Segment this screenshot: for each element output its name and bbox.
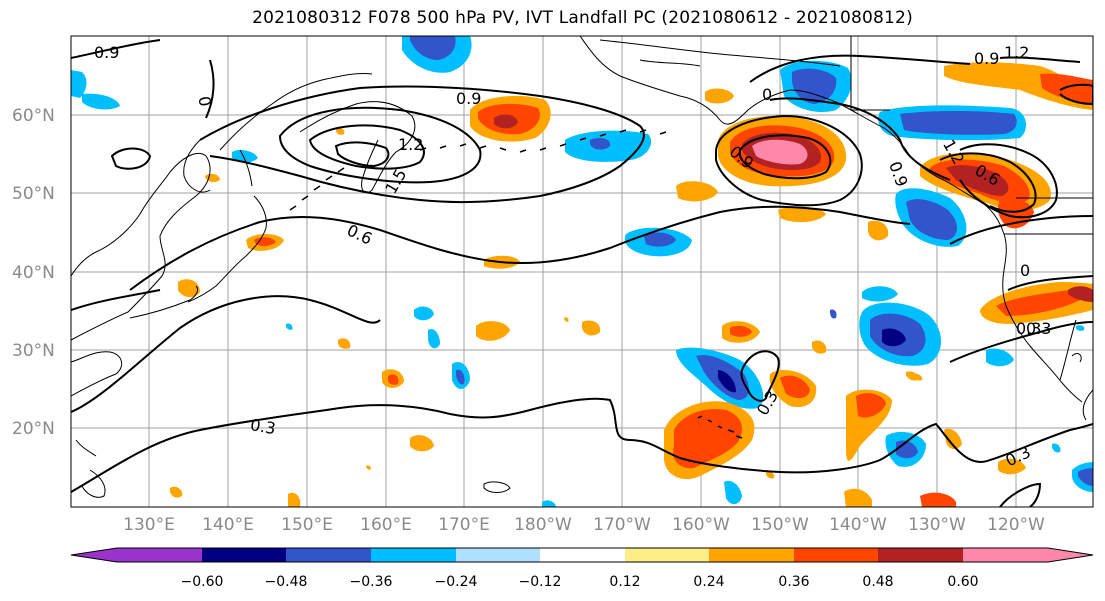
contour-label: 0.3 — [1016, 319, 1041, 338]
lon-label: 150°W — [751, 515, 809, 535]
lon-label: 130°W — [908, 515, 966, 535]
lon-label: 170°W — [593, 515, 651, 535]
colorbar-segment — [371, 548, 456, 562]
colorbar: −0.60 −0.48 −0.36 −0.24 −0.12 0.12 0.24 … — [70, 547, 1094, 590]
colorbar-segment — [286, 548, 371, 562]
lon-label: 140°W — [829, 515, 887, 535]
lon-label: 120°W — [987, 515, 1045, 535]
colorbar-segment — [625, 548, 709, 562]
lon-label: 170°E — [438, 515, 490, 535]
lat-label: 40°N — [12, 263, 55, 283]
colorbar-segment — [963, 548, 1093, 562]
latitude-labels: 60°N 50°N 40°N 30°N 20°N — [12, 106, 55, 439]
contour-label: 0.9 — [94, 43, 119, 62]
colorbar-tick-label: 0.60 — [947, 574, 978, 590]
lon-label: 150°E — [281, 515, 333, 535]
contour-label: 0 — [1020, 261, 1030, 280]
colorbar-tick-label: −0.12 — [519, 574, 562, 590]
pv-contours — [71, 39, 1093, 507]
colorbar-segment — [878, 548, 963, 562]
colorbar-tick-label: 0.12 — [609, 574, 640, 590]
colorbar-segment — [202, 548, 286, 562]
colorbar-tick-labels: −0.60 −0.48 −0.36 −0.24 −0.12 0.12 0.24 … — [181, 574, 979, 590]
lon-label: 160°E — [360, 515, 412, 535]
colorbar-segment — [709, 548, 794, 562]
colorbar-tick-label: −0.60 — [181, 574, 224, 590]
contour-label: 1.2 — [1004, 43, 1029, 62]
map-title: 2021080312 F078 500 hPa PV, IVT Landfall… — [252, 8, 913, 28]
colorbar-segments — [70, 547, 1094, 563]
colorbar-segment — [794, 548, 878, 562]
contour-label: 0 — [194, 95, 214, 108]
lon-label: 140°E — [202, 515, 254, 535]
colorbar-segment — [456, 548, 540, 562]
filled-contours — [71, 36, 1093, 507]
contour-label: 0.9 — [456, 89, 481, 108]
colorbar-tick-label: −0.24 — [435, 574, 478, 590]
contour-label: 0 — [762, 85, 772, 104]
lat-label: 30°N — [12, 341, 55, 361]
map-border — [70, 35, 1094, 508]
colorbar-tick-label: 0.48 — [862, 574, 893, 590]
lat-label: 60°N — [12, 106, 55, 126]
colorbar-tick-label: −0.48 — [265, 574, 308, 590]
lat-label: 50°N — [12, 184, 55, 204]
longitude-labels: 130°E 140°E 150°E 160°E 170°E 180°W 170°… — [123, 515, 1045, 535]
contour-label: 0.3 — [1026, 319, 1051, 338]
lon-label: 180°W — [514, 515, 572, 535]
colorbar-tick-label: 0.24 — [693, 574, 724, 590]
colorbar-segment — [71, 548, 202, 562]
lon-label: 160°W — [672, 515, 730, 535]
lat-label: 20°N — [12, 419, 55, 439]
lon-label: 130°E — [123, 515, 175, 535]
colorbar-tick-label: −0.36 — [350, 574, 393, 590]
coastlines — [71, 36, 1093, 498]
colorbar-outline — [70, 547, 1094, 563]
colorbar-segment — [540, 548, 625, 562]
contour-label: 0.3 — [249, 415, 277, 438]
contour-label: 1.2 — [398, 135, 423, 154]
colorbar-tick-label: 0.36 — [778, 574, 809, 590]
contour-label: 0.9 — [974, 49, 999, 68]
